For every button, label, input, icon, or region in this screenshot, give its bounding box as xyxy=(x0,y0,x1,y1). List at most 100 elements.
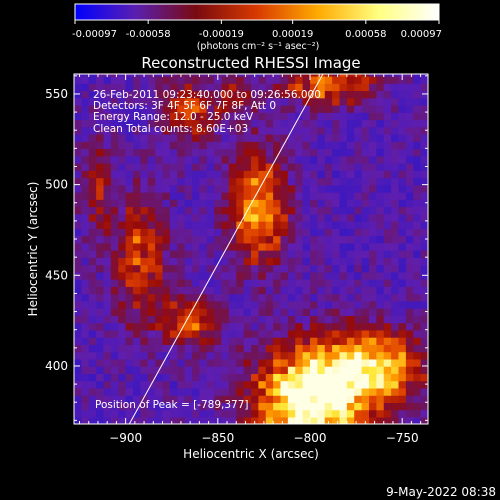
heatmap-cell xyxy=(155,141,164,150)
heatmap-cell xyxy=(287,380,296,389)
heatmap-cell xyxy=(339,228,348,237)
heatmap-cell xyxy=(354,271,363,280)
colorbar: -0.00097 -0.00058 -0.00019 0.00019 0.00058 0.… xyxy=(72,3,442,52)
heatmap-cell xyxy=(413,104,422,113)
heatmap-cell xyxy=(251,228,259,237)
heatmap-cell xyxy=(133,148,141,157)
heatmap-cell xyxy=(214,184,223,193)
heatmap-cell xyxy=(110,126,119,135)
heatmap-cell xyxy=(251,249,259,258)
heatmap-cell xyxy=(324,235,333,244)
heatmap-cell xyxy=(383,170,392,179)
heatmap-cell xyxy=(155,293,164,302)
heatmap-cell xyxy=(251,126,259,135)
heatmap-cell xyxy=(88,242,97,251)
heatmap-cell xyxy=(192,249,200,258)
heatmap-cell xyxy=(273,228,282,237)
heatmap-cell xyxy=(103,235,112,244)
heatmap-cell xyxy=(280,380,289,389)
heatmap-cell xyxy=(251,235,259,244)
heatmap-cell xyxy=(155,278,164,287)
heatmap-cell xyxy=(206,141,215,150)
heatmap-cell xyxy=(405,409,414,418)
heatmap-cell xyxy=(302,228,311,237)
heatmap-cell xyxy=(88,83,97,92)
heatmap-cell xyxy=(391,293,400,302)
heatmap-cell xyxy=(206,112,215,121)
heatmap-cell xyxy=(133,344,141,353)
heatmap-cell xyxy=(192,307,200,316)
heatmap-cell xyxy=(346,90,355,99)
heatmap-cell xyxy=(361,148,370,157)
heatmap-cell xyxy=(302,83,311,92)
heatmap-cell xyxy=(280,162,289,171)
heatmap-cell xyxy=(214,155,223,164)
heatmap-cell xyxy=(236,344,245,353)
heatmap-cell xyxy=(295,416,304,424)
heatmap-cell xyxy=(420,394,428,403)
heatmap-cell xyxy=(96,133,105,142)
heatmap-cell xyxy=(74,155,82,164)
heatmap-cell xyxy=(169,344,178,353)
heatmap-cell xyxy=(346,373,355,382)
heatmap-cell xyxy=(169,300,178,309)
heatmap-cell xyxy=(147,307,156,316)
heatmap-cell xyxy=(332,242,341,251)
heatmap-cell xyxy=(169,286,178,295)
heatmap-cell xyxy=(310,177,318,186)
heatmap-cell xyxy=(310,416,318,424)
heatmap-cell xyxy=(125,162,134,171)
heatmap-cell xyxy=(280,409,289,418)
heatmap-cell xyxy=(251,155,259,164)
heatmap-cell xyxy=(295,387,304,396)
heatmap-cell xyxy=(273,271,282,280)
heatmap-cell xyxy=(280,83,289,92)
heatmap-cell xyxy=(361,75,370,84)
heatmap-cell xyxy=(88,191,97,200)
heatmap-cell xyxy=(184,286,193,295)
heatmap-cell xyxy=(133,365,141,374)
heatmap-cell xyxy=(310,228,318,237)
heatmap-cell xyxy=(88,264,97,273)
heatmap-cell xyxy=(354,83,363,92)
heatmap-cell xyxy=(332,90,341,99)
heatmap-cell xyxy=(413,112,422,121)
annotation-clean-counts: Clean Total counts: 8.60E+03 xyxy=(93,123,248,135)
heatmap-cell xyxy=(110,365,119,374)
colorbar-unit-label: (photons cm⁻² s⁻¹ asec⁻²) xyxy=(197,41,320,52)
heatmap-cell xyxy=(258,322,267,331)
heatmap-cell xyxy=(236,249,245,258)
heatmap-cell xyxy=(243,271,252,280)
heatmap-cell xyxy=(310,380,318,389)
heatmap-cell xyxy=(369,416,377,424)
heatmap-cell xyxy=(155,112,164,121)
heatmap-cell xyxy=(228,126,237,135)
heatmap-cell xyxy=(405,119,414,128)
heatmap-cell xyxy=(391,300,400,309)
heatmap-cell xyxy=(118,402,127,411)
heatmap-cell xyxy=(177,351,186,360)
heatmap-cell xyxy=(324,329,333,338)
heatmap-cell xyxy=(155,177,164,186)
heatmap-cell xyxy=(413,322,422,331)
heatmap-cell xyxy=(243,220,252,229)
heatmap-cell xyxy=(354,387,363,396)
heatmap-cell xyxy=(376,177,385,186)
heatmap-cell xyxy=(339,315,348,324)
heatmap-cell xyxy=(376,206,385,215)
heatmap-cell xyxy=(383,329,392,338)
heatmap-cell xyxy=(125,220,134,229)
heatmap-cell xyxy=(155,90,164,99)
heatmap-cell xyxy=(287,358,296,367)
heatmap-cell xyxy=(346,141,355,150)
heatmap-cell xyxy=(81,83,90,92)
heatmap-cell xyxy=(405,199,414,208)
heatmap-cell xyxy=(88,351,97,360)
heatmap-cell xyxy=(177,300,186,309)
heatmap-cell xyxy=(310,199,318,208)
heatmap-cell xyxy=(177,228,186,237)
heatmap-cell xyxy=(243,329,252,338)
heatmap-cell xyxy=(310,336,318,345)
heatmap-cell xyxy=(361,257,370,266)
heatmap-cell xyxy=(317,155,326,164)
